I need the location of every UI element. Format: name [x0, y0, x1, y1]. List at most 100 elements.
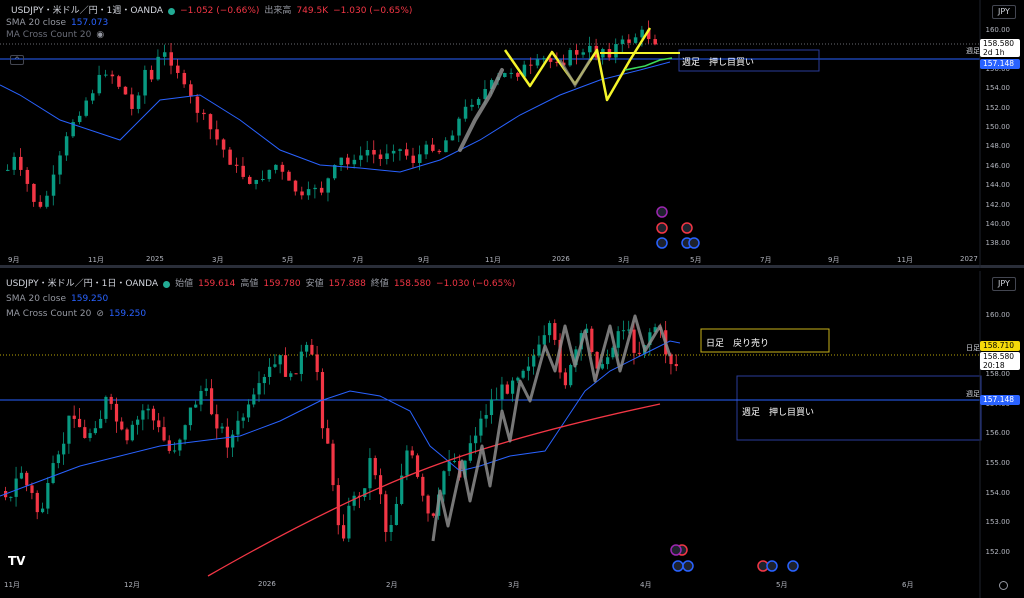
- weekly-change: −1.052 (−0.66%): [180, 6, 260, 16]
- daily-ma-cross-label[interactable]: MA Cross Count 20: [6, 309, 92, 319]
- weekly-candle: [6, 169, 10, 171]
- time-tick-label: 11月: [897, 256, 913, 264]
- weekly-candle: [254, 179, 259, 184]
- hide-indicator-icon[interactable]: ⊘: [96, 309, 104, 319]
- collapse-legend-button[interactable]: ^: [10, 55, 24, 65]
- time-tick-label: 2月: [386, 581, 398, 589]
- daily-candle: [468, 443, 472, 461]
- weekly-candle: [503, 72, 507, 78]
- daily-candle: [674, 364, 678, 367]
- daily-candle: [584, 328, 589, 334]
- green-ma-line: [624, 57, 673, 71]
- daily-candle: [590, 328, 594, 352]
- daily-candle: [62, 443, 66, 455]
- yellow-pattern-highlight: [503, 27, 652, 102]
- weekly-sma-value: 157.073: [71, 18, 109, 28]
- weekly-symbol-title[interactable]: USDJPY・米ドル／円・1週・OANDA: [11, 6, 164, 16]
- weekly-candle: [588, 45, 592, 53]
- weekly-chart-canvas[interactable]: [0, 0, 1024, 268]
- daily-candle: [595, 351, 599, 369]
- daily-sma-label[interactable]: SMA 20 close: [6, 294, 66, 304]
- daily-candle: [35, 492, 39, 513]
- weekly-last-price-tag: 158.580 2d 1h: [980, 39, 1020, 57]
- weekly-candle: [424, 144, 429, 155]
- time-tick-label: 12月: [124, 581, 140, 589]
- weekly-buy-annotation[interactable]: 週足 押し目買い: [682, 58, 755, 68]
- weekly-candle: [574, 50, 579, 55]
- daily-candle: [209, 388, 214, 415]
- daily-symbol-title[interactable]: USDJPY・米ドル／円・1日・OANDA: [6, 279, 159, 289]
- daily-tag-price: 158.710: [980, 341, 1020, 351]
- daily-candle: [373, 458, 377, 476]
- market-open-icon: [168, 7, 176, 15]
- price-tick-label: 146.00: [985, 161, 1011, 170]
- daily-candle: [289, 373, 293, 377]
- weekly-candle: [463, 106, 468, 119]
- weekly-chart-pane[interactable]: USDJPY・米ドル／円・1週・OANDA −1.052 (−0.66%) 出来…: [0, 0, 1024, 268]
- price-tick-label: 153.00: [985, 518, 1011, 527]
- daily-candle: [547, 323, 552, 336]
- price-tick-label: 155.00: [985, 459, 1011, 467]
- daily-buy-annotation[interactable]: 週足 押し目買い: [742, 408, 815, 418]
- daily-candle: [669, 354, 673, 365]
- weekly-candle: [568, 50, 572, 66]
- weekly-candle: [234, 164, 239, 166]
- daily-sell-annotation[interactable]: 日足 戻り売り: [706, 339, 770, 349]
- tradingview-logo[interactable]: TV: [8, 554, 26, 568]
- weekly-sma-label[interactable]: SMA 20 close: [6, 18, 66, 28]
- daily-candle: [637, 352, 641, 354]
- weekly-candle: [365, 149, 370, 156]
- weekly-candle: [418, 154, 422, 164]
- weekly-candle: [241, 165, 245, 177]
- weekly-candle: [130, 94, 134, 109]
- daily-candle: [173, 450, 177, 452]
- daily-candle: [537, 344, 541, 356]
- daily-candle: [136, 419, 140, 425]
- weekly-candle: [620, 39, 625, 45]
- weekly-candle: [117, 76, 121, 87]
- weekly-candle: [398, 149, 402, 151]
- daily-chart-pane[interactable]: USDJPY・米ドル／円・1日・OANDA 始値 159.614 高値 159.…: [0, 271, 1024, 598]
- daily-candle: [336, 485, 340, 526]
- weekly-candle: [51, 174, 56, 196]
- daily-candle: [93, 428, 97, 434]
- daily-candle: [109, 396, 113, 404]
- weekly-ma-cross-label[interactable]: MA Cross Count 20: [6, 30, 92, 40]
- daily-sma-value: 159.250: [71, 294, 109, 304]
- daily-chart-canvas[interactable]: [0, 271, 1024, 598]
- settings-icon[interactable]: [999, 581, 1008, 590]
- daily-candle: [394, 503, 399, 526]
- weekly-candle: [653, 39, 657, 45]
- daily-candle: [410, 450, 414, 456]
- daily-candle: [183, 425, 187, 440]
- weekly-candle: [228, 149, 232, 165]
- low-label: 安値: [305, 279, 324, 289]
- daily-candle: [495, 399, 499, 401]
- daily-candle: [315, 354, 319, 373]
- daily-candle: [273, 364, 277, 367]
- time-tick-label: 9月: [418, 256, 430, 264]
- daily-currency-button[interactable]: JPY: [992, 277, 1016, 291]
- weekly-candle: [195, 96, 200, 113]
- daily-candle: [14, 478, 18, 497]
- daily-candle: [294, 373, 298, 375]
- daily-candle: [368, 458, 372, 489]
- weekly-currency-button[interactable]: JPY: [992, 5, 1016, 19]
- time-tick-label: 5月: [776, 581, 788, 589]
- daily-candle: [262, 376, 266, 384]
- weekly-candle: [247, 176, 252, 184]
- weekly-candle: [444, 140, 448, 153]
- daily-candle: [252, 394, 256, 405]
- weekly-candle: [274, 164, 278, 170]
- daily-sma-blue-line: [0, 340, 681, 497]
- weekly-candle: [221, 139, 226, 150]
- daily-candle: [521, 370, 525, 378]
- hidden-eye-icon[interactable]: ◉: [96, 30, 105, 40]
- gray-pattern-highlight: [558, 59, 592, 88]
- weekly-candle: [437, 150, 442, 153]
- economic-event-icon: [681, 222, 693, 234]
- time-tick-label: 5月: [690, 256, 702, 264]
- time-tick-label: 2026: [552, 255, 570, 263]
- weekly-candle: [306, 189, 311, 196]
- weekly-candle: [411, 155, 415, 164]
